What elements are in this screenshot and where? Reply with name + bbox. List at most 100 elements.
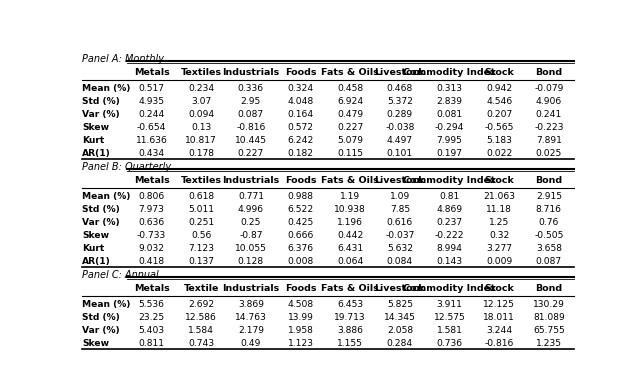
Text: -0.654: -0.654 — [137, 123, 167, 132]
Text: Mean (%): Mean (%) — [82, 300, 131, 308]
Text: 6.431: 6.431 — [337, 244, 363, 253]
Text: 6.522: 6.522 — [288, 205, 314, 214]
Text: 0.227: 0.227 — [238, 149, 264, 158]
Text: 0.197: 0.197 — [436, 149, 463, 158]
Text: 10.938: 10.938 — [334, 205, 366, 214]
Text: 0.128: 0.128 — [238, 257, 264, 266]
Text: -0.223: -0.223 — [534, 123, 563, 132]
Text: Panel A: Monthly: Panel A: Monthly — [82, 54, 164, 64]
Text: 0.425: 0.425 — [288, 218, 314, 227]
Text: 0.227: 0.227 — [337, 123, 363, 132]
Text: Fats & Oils: Fats & Oils — [322, 176, 379, 185]
Text: 0.479: 0.479 — [337, 110, 363, 119]
Text: 7.85: 7.85 — [390, 205, 410, 214]
Text: 11.636: 11.636 — [136, 136, 168, 145]
Text: 3.869: 3.869 — [238, 300, 264, 308]
Text: 7.891: 7.891 — [536, 136, 562, 145]
Text: Mean (%): Mean (%) — [82, 84, 131, 93]
Text: Textile: Textile — [184, 284, 219, 293]
Text: 1.196: 1.196 — [338, 218, 363, 227]
Text: 10.055: 10.055 — [235, 244, 267, 253]
Text: Panel C: Annual: Panel C: Annual — [82, 270, 159, 280]
Text: 21.063: 21.063 — [483, 192, 516, 201]
Text: 10.445: 10.445 — [235, 136, 267, 145]
Text: 0.164: 0.164 — [288, 110, 314, 119]
Text: 0.313: 0.313 — [436, 84, 463, 93]
Text: Std (%): Std (%) — [82, 97, 120, 106]
Text: Bond: Bond — [535, 176, 563, 185]
Text: 0.13: 0.13 — [191, 123, 211, 132]
Text: -0.733: -0.733 — [137, 231, 166, 240]
Text: Industrials: Industrials — [222, 68, 279, 77]
Text: Kurt: Kurt — [82, 136, 105, 145]
Text: 7.995: 7.995 — [436, 136, 463, 145]
Text: 81.089: 81.089 — [533, 313, 565, 322]
Text: 4.906: 4.906 — [536, 97, 562, 106]
Text: 0.237: 0.237 — [436, 218, 463, 227]
Text: 0.811: 0.811 — [138, 339, 165, 348]
Text: -0.037: -0.037 — [385, 231, 415, 240]
Text: Std (%): Std (%) — [82, 313, 120, 322]
Text: 0.081: 0.081 — [436, 110, 463, 119]
Text: 6.924: 6.924 — [337, 97, 363, 106]
Text: Metals: Metals — [134, 284, 170, 293]
Text: 4.935: 4.935 — [138, 97, 165, 106]
Text: Std (%): Std (%) — [82, 205, 120, 214]
Text: 0.76: 0.76 — [538, 218, 559, 227]
Text: Var (%): Var (%) — [82, 326, 120, 335]
Text: Stock: Stock — [484, 176, 514, 185]
Text: Industrials: Industrials — [222, 284, 279, 293]
Text: Kurt: Kurt — [82, 244, 105, 253]
Text: 0.025: 0.025 — [536, 149, 562, 158]
Text: 23.25: 23.25 — [138, 313, 165, 322]
Text: 4.048: 4.048 — [288, 97, 314, 106]
Text: Stock: Stock — [484, 284, 514, 293]
Text: 0.572: 0.572 — [288, 123, 314, 132]
Text: Livestock: Livestock — [375, 176, 425, 185]
Text: Livestock: Livestock — [375, 68, 425, 77]
Text: 0.771: 0.771 — [238, 192, 264, 201]
Text: 3.244: 3.244 — [486, 326, 512, 335]
Text: Metals: Metals — [134, 176, 170, 185]
Text: 1.25: 1.25 — [489, 218, 509, 227]
Text: 1.123: 1.123 — [288, 339, 313, 348]
Text: 4.497: 4.497 — [387, 136, 413, 145]
Text: 5.632: 5.632 — [387, 244, 413, 253]
Text: -0.079: -0.079 — [534, 84, 563, 93]
Text: 0.736: 0.736 — [436, 339, 463, 348]
Text: 6.453: 6.453 — [337, 300, 363, 308]
Text: 11.18: 11.18 — [486, 205, 512, 214]
Text: 1.584: 1.584 — [188, 326, 214, 335]
Text: 7.123: 7.123 — [188, 244, 214, 253]
Text: 0.022: 0.022 — [486, 149, 512, 158]
Text: 12.125: 12.125 — [483, 300, 515, 308]
Text: 3.886: 3.886 — [338, 326, 363, 335]
Text: Commodity Index: Commodity Index — [403, 68, 496, 77]
Text: 0.618: 0.618 — [188, 192, 214, 201]
Text: AR(1): AR(1) — [82, 149, 111, 158]
Text: 0.458: 0.458 — [337, 84, 363, 93]
Text: Skew: Skew — [82, 123, 109, 132]
Text: 7.973: 7.973 — [138, 205, 165, 214]
Text: 18.011: 18.011 — [484, 313, 515, 322]
Text: 12.586: 12.586 — [185, 313, 217, 322]
Text: 0.101: 0.101 — [387, 149, 413, 158]
Text: 0.234: 0.234 — [188, 84, 214, 93]
Text: Var (%): Var (%) — [82, 218, 120, 227]
Text: 0.094: 0.094 — [188, 110, 214, 119]
Text: Fats & Oils: Fats & Oils — [322, 284, 379, 293]
Text: Skew: Skew — [82, 339, 109, 348]
Text: 8.994: 8.994 — [436, 244, 463, 253]
Text: 5.403: 5.403 — [138, 326, 165, 335]
Text: 6.242: 6.242 — [287, 136, 314, 145]
Text: -0.505: -0.505 — [534, 231, 563, 240]
Text: 0.115: 0.115 — [338, 149, 363, 158]
Text: 5.536: 5.536 — [138, 300, 165, 308]
Text: 3.277: 3.277 — [486, 244, 512, 253]
Text: Foods: Foods — [285, 68, 316, 77]
Text: -0.87: -0.87 — [239, 231, 263, 240]
Text: Foods: Foods — [285, 176, 316, 185]
Text: -0.816: -0.816 — [484, 339, 514, 348]
Text: 0.743: 0.743 — [188, 339, 214, 348]
Text: 0.143: 0.143 — [436, 257, 463, 266]
